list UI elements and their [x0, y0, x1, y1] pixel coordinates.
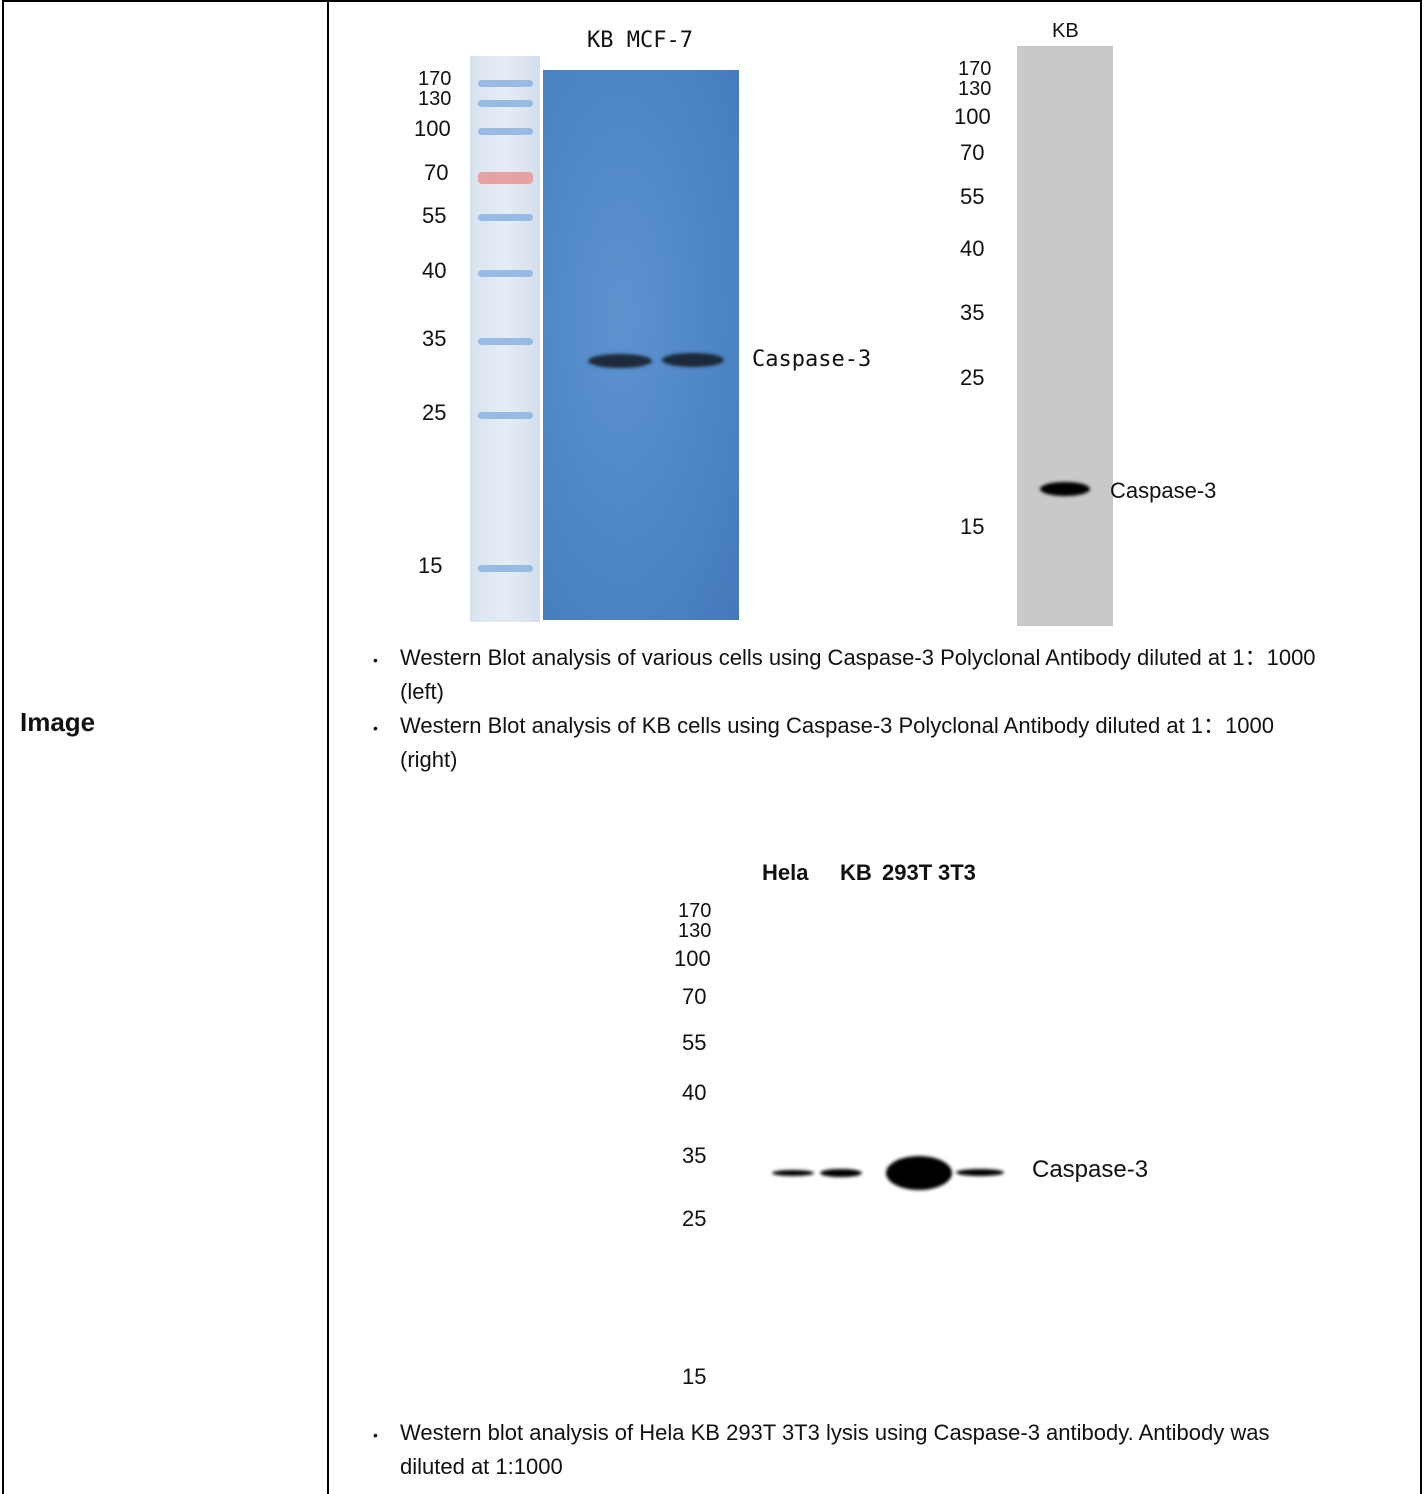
marker-label: 100: [414, 116, 451, 141]
marker-label: 15: [960, 514, 985, 539]
band-3t3: [956, 1169, 1004, 1176]
western-blot-left: KB MCF-7 170 130 100 70 55 40 35 25 15 C…: [400, 20, 900, 630]
table-border-top: [2, 0, 1422, 2]
lane-label-hela: Hela: [762, 860, 809, 885]
caption-1-line-1: Western Blot analysis of various cells u…: [400, 645, 1316, 670]
marker-label: 130: [958, 78, 992, 100]
marker-label: 70: [960, 140, 985, 165]
ladder-band: [478, 565, 533, 572]
marker-label: 70: [424, 160, 449, 185]
caption-2-line-2: (right): [400, 747, 458, 772]
bullet-glyph: •: [373, 720, 378, 736]
ladder-band: [478, 100, 533, 107]
ladder-band: [478, 412, 533, 419]
marker-label: 130: [418, 88, 452, 110]
caption-2-line-1: Western Blot analysis of KB cells using …: [400, 713, 1274, 738]
ladder-band: [478, 80, 533, 87]
marker-label: 15: [418, 553, 443, 578]
lane-label-kb: KB: [840, 860, 872, 885]
marker-label: 170: [678, 900, 712, 922]
lane-label-3t3: 3T3: [938, 860, 976, 885]
marker-label: 25: [422, 400, 447, 425]
band-label: Caspase-3: [1032, 1156, 1149, 1183]
marker-label: 170: [418, 68, 452, 90]
ladder-band: [478, 214, 533, 221]
marker-label: 100: [954, 104, 991, 129]
marker-label: 40: [422, 258, 447, 283]
marker-label: 35: [422, 326, 447, 351]
lanes-label: KB: [1052, 20, 1079, 42]
blot-membrane: [543, 70, 739, 620]
bullet-glyph: •: [373, 1427, 378, 1443]
marker-label: 35: [960, 300, 985, 325]
marker-label: 100: [674, 946, 711, 971]
blot-membrane: [1017, 46, 1113, 626]
lanes-label: KB MCF-7: [587, 28, 693, 53]
band-kb: [820, 1169, 862, 1177]
band-kb: [588, 354, 652, 368]
marker-label: 130: [678, 920, 712, 942]
marker-label: 15: [682, 1364, 707, 1389]
ladder-band: [478, 128, 533, 135]
ladder-band: [478, 270, 533, 277]
row-label: Image: [20, 707, 96, 737]
band-label: Caspase-3: [752, 347, 872, 372]
band-hela: [772, 1170, 814, 1176]
table-border-right: [1420, 0, 1422, 1494]
caption-3-line-2: diluted at 1:1000: [400, 1454, 563, 1479]
marker-label: 55: [422, 203, 447, 228]
lane-label-293t: 293T: [882, 860, 933, 885]
marker-label: 25: [960, 365, 985, 390]
ladder-band: [478, 338, 533, 345]
bullet-glyph: •: [373, 652, 378, 668]
table-column-divider: [327, 0, 329, 1494]
marker-label: 55: [960, 184, 985, 209]
ladder-band: [478, 172, 533, 184]
band-kb: [1040, 482, 1090, 496]
marker-label: 35: [682, 1143, 707, 1168]
band-label: Caspase-3: [1110, 478, 1217, 503]
western-blot-right: KB 170 130 100 70 55 40 35 25 15 Caspase…: [950, 20, 1390, 630]
marker-label: 170: [958, 58, 992, 80]
marker-label: 40: [682, 1080, 707, 1105]
caption-3-line-1: Western blot analysis of Hela KB 293T 3T…: [400, 1420, 1270, 1445]
marker-label: 25: [682, 1206, 707, 1231]
caption-1-line-2: (left): [400, 679, 444, 704]
band-mcf7: [662, 353, 724, 367]
band-293t: [886, 1156, 952, 1190]
western-blot-bottom: Hela KB 293T 3T3 170 130 100 70 55 40 35…: [660, 860, 1220, 1400]
marker-label: 70: [682, 984, 707, 1009]
marker-label: 40: [960, 236, 985, 261]
table-border-left: [2, 0, 4, 1494]
marker-label: 55: [682, 1030, 707, 1055]
